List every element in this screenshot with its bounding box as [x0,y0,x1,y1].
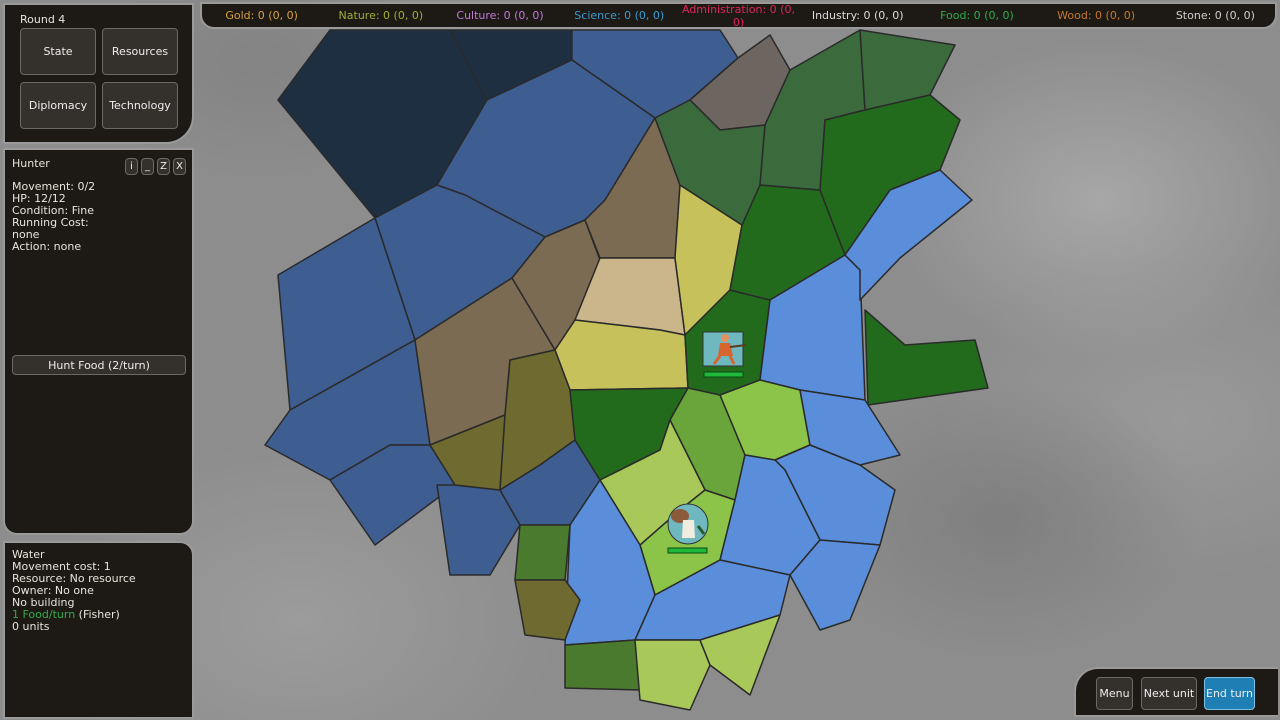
resource-culture: Culture: 0 (0, 0) [456,9,544,22]
tile-yield-source: (Fisher) [75,608,120,621]
tile-owner: Owner: No one [12,584,94,597]
map-tile-forest[interactable] [564,639,641,691]
resources-button[interactable]: Resources [102,28,178,75]
tile-resource: Resource: No resource [12,572,136,585]
resource-bar: Gold: 0 (0, 0) Nature: 0 (0, 0) Culture: 0… [200,2,1277,29]
tile-info-panel: Water Movement cost: 1 Resource: No reso… [3,541,194,719]
map-tile-grassland[interactable] [699,614,781,696]
tile-movement-cost: Movement cost: 1 [12,560,111,573]
resource-nature: Nature: 0 (0, 0) [338,9,424,22]
tile-units: 0 units [12,620,50,633]
map-tile-olive[interactable] [514,579,581,641]
unit-action: Action: none [12,240,82,253]
resource-food: Food: 0 (0, 0) [940,9,1014,22]
fisher-unit[interactable] [667,503,709,554]
map-tile-water[interactable] [844,169,973,301]
unit-close-button[interactable]: X [173,158,186,175]
turn-controls: Menu Next unit End turn [1074,667,1278,717]
unit-minimize-button[interactable]: _ [141,158,154,175]
resource-industry: Industry: 0 (0, 0) [811,9,904,22]
map-tile-grassland[interactable] [634,639,711,711]
round-label: Round 4 [20,13,66,26]
unit-name: Hunter [12,157,50,170]
hunt-food-button[interactable]: Hunt Food (2/turn) [12,355,186,375]
unit-condition: Condition: Fine [12,204,95,217]
main-menu-panel: Round 4 State Resources Diplomacy Techno… [3,3,194,144]
tile-yield-line: 1 Food/turn (Fisher) [12,609,136,621]
resource-administration: Administration: 0 (0, 0) [681,2,795,29]
map-tile-taiga[interactable] [859,29,956,111]
map-tile-water[interactable] [799,389,901,466]
unit-running-cost-label: Running Cost: [12,216,89,229]
technology-button[interactable]: Technology [102,82,178,129]
resource-wood: Wood: 0 (0, 0) [1057,9,1136,22]
state-button[interactable]: State [20,28,96,75]
unit-sleep-button[interactable]: Z [157,158,170,175]
resource-science: Science: 0 (0, 0) [574,9,665,22]
unit-panel: Hunter i _ Z X Movement: 0/2 HP: 12/12 C… [3,148,194,535]
end-turn-button[interactable]: End turn [1204,677,1255,710]
map-tile-water[interactable] [789,539,881,631]
unit-info-button[interactable]: i [125,158,138,175]
unit-hp: HP: 12/12 [12,192,66,205]
hunter-unit[interactable] [702,331,747,378]
resource-stone: Stone: 0 (0, 0) [1175,9,1255,22]
unit-stats: Movement: 0/2 HP: 12/12 Condition: Fine … [12,181,95,253]
map-tile-forest[interactable] [864,309,989,406]
diplomacy-button[interactable]: Diplomacy [20,82,96,129]
unit-running-cost: none [12,228,40,241]
resource-gold: Gold: 0 (0, 0) [225,9,298,22]
map-tile-forest[interactable] [514,524,571,581]
hunter-health-bar [703,371,744,378]
tile-yield: 1 Food/turn [12,608,76,621]
menu-button[interactable]: Menu [1096,677,1133,710]
unit-movement: Movement: 0/2 [12,180,96,193]
next-unit-button[interactable]: Next unit [1141,677,1197,710]
tile-terrain: Water [12,548,45,561]
tile-building: No building [12,596,75,609]
fisher-health-bar [667,547,708,554]
